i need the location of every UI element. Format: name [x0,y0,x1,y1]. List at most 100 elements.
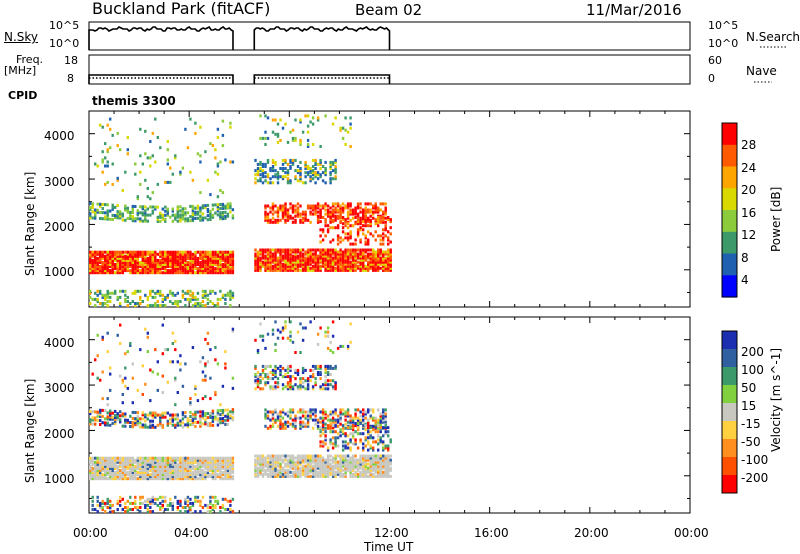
velocity-cell [316,460,320,464]
power-cell [316,266,320,270]
power-cell [306,250,310,254]
power-cell [346,238,350,242]
power-cell [309,258,312,262]
velocity-cell [226,466,230,470]
power-cell [331,210,335,214]
power-cell [384,202,387,206]
power-cell [331,238,335,242]
velocity-cell [181,477,185,481]
velocity-cell [359,440,362,444]
velocity-cell [377,466,380,470]
power-cell [189,170,192,174]
velocity-cell [214,464,217,468]
velocity-cell [96,473,99,477]
power-cell [289,165,292,168]
power-cell [94,214,97,218]
power-cell [339,256,342,260]
beam-label: Beam 02 [355,1,423,19]
power-cell [264,204,267,208]
velocity-cell [104,471,107,474]
velocity-cell [379,430,382,434]
velocity-cell [159,495,162,499]
power-cell [206,293,210,297]
power-cell [382,212,385,216]
power-cell [186,254,190,258]
velocity-cell [124,473,127,477]
velocity-cell [149,477,152,481]
power-cell [174,258,177,262]
power-cell [271,248,275,252]
velocity-cell [181,456,185,460]
power-cell [156,219,159,223]
velocity-cell [326,474,330,478]
velocity-cell [281,408,285,412]
power-cell [211,207,215,211]
velocity-cell [119,458,122,462]
power-cell [334,252,337,256]
velocity-cell [281,472,285,476]
velocity-cell [281,366,285,370]
power-cell [314,171,317,175]
power-cell [382,268,385,272]
velocity-cell [209,510,212,514]
velocity-cell [261,334,265,338]
power-cell [159,271,162,275]
power-cell [111,133,114,137]
velocity-cell [96,495,99,499]
velocity-cell [311,456,315,460]
power-cell [379,258,382,262]
power-cell [176,304,179,308]
power-cell [346,206,350,210]
velocity-cell [387,454,390,458]
power-cell [387,266,390,270]
power-cell [281,206,285,210]
power-cell [389,248,392,252]
velocity-cell [299,377,302,381]
power-cell [389,264,392,268]
velocity-cell [374,454,377,458]
velocity-cell [259,381,262,385]
velocity-cell [364,410,367,414]
velocity-cell [299,385,302,389]
power-cell [131,269,134,273]
power-cell [344,258,347,262]
velocity-cell [199,475,202,479]
power-cell [384,224,387,228]
velocity-cell [229,460,232,464]
power-cell [271,208,275,212]
velocity-cell [306,464,310,468]
velocity-cell [387,444,390,448]
power-cell [369,264,372,268]
velocity-cell [281,387,285,391]
power-cell [259,173,262,177]
power-cell [164,219,167,223]
power-cell [377,224,380,228]
velocity-cell [171,466,174,470]
velocity-cell [99,412,102,416]
power-cell [184,267,187,271]
power-cell [156,291,159,295]
velocity-cell [256,385,260,389]
velocity-cell [362,432,365,436]
velocity-cell [179,473,182,477]
power-cell [346,236,350,240]
power-cell [296,212,300,216]
power-cell [179,258,182,262]
power-cell [306,260,310,264]
power-cell [304,264,307,268]
velocity-cell [299,408,302,412]
power-cell [299,140,302,144]
velocity-cell [294,424,297,428]
power-cell [231,295,235,299]
power-cell [367,240,370,244]
velocity-cell [216,417,220,421]
velocity-cell [374,418,377,422]
velocity-cell [94,464,97,468]
power-cell [289,262,292,266]
velocity-cell [311,368,315,372]
power-cell [194,250,197,254]
velocity-cell [326,373,330,376]
power-cell [199,191,202,195]
velocity-cell [124,418,127,422]
power-cell [224,267,227,271]
